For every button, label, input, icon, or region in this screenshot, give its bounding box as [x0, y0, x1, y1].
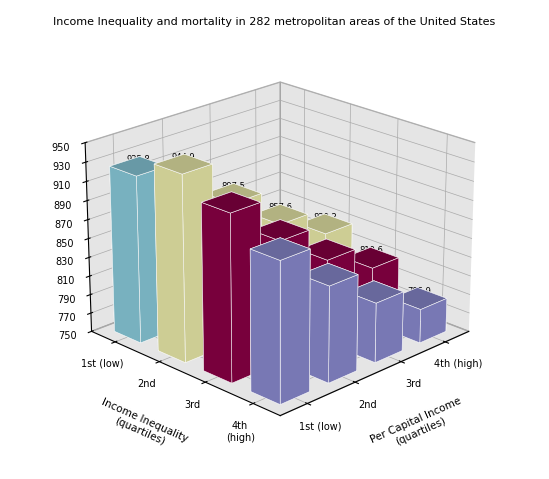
X-axis label: Per Capital Income
(quartiles): Per Capital Income (quartiles)	[369, 396, 467, 456]
Y-axis label: Income Inequality
(quartiles): Income Inequality (quartiles)	[96, 397, 189, 455]
Title: Income Inequality and mortality in 282 metropolitan areas of the United States: Income Inequality and mortality in 282 m…	[53, 17, 496, 27]
